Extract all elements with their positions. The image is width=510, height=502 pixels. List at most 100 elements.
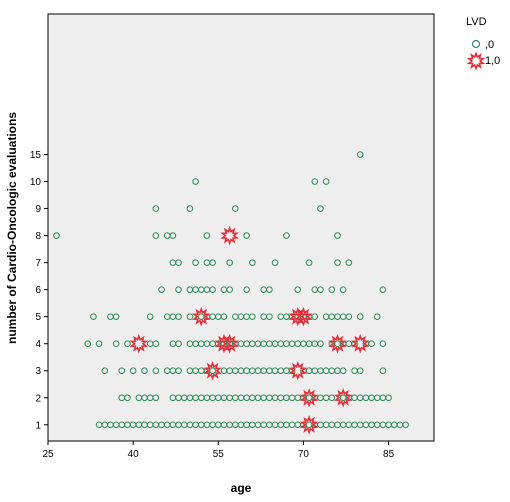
data-point-circle [334, 232, 341, 239]
y-tick-label: 8 [35, 231, 41, 242]
data-point-circle [305, 259, 313, 266]
legend: LVD ,0 1,0 [466, 16, 500, 71]
data-point-circle [186, 205, 194, 212]
data-point-circle [311, 313, 319, 320]
data-point-circle [84, 340, 92, 348]
data-point-circle [345, 259, 353, 266]
x-tick-label: 55 [213, 449, 225, 460]
data-point-circle [266, 313, 273, 320]
data-point-star [191, 306, 211, 327]
data-point-circle [192, 259, 199, 266]
legend-marker-circle-icon [471, 39, 481, 49]
data-point-circle [124, 394, 131, 402]
data-point-circle [175, 367, 182, 375]
data-point-circle [209, 367, 216, 375]
data-point-circle [266, 286, 273, 293]
data-point-circle [339, 367, 347, 375]
series-0 [53, 151, 409, 429]
data-point-circle [226, 259, 233, 266]
x-axis-title: age [231, 481, 252, 495]
data-point-circle [192, 178, 199, 185]
data-point-circle [129, 367, 137, 375]
y-tick-label: 6 [35, 285, 41, 296]
data-point-circle [226, 286, 233, 293]
data-point-circle [152, 340, 160, 348]
data-point-circle [249, 259, 256, 266]
data-point-circle [373, 313, 381, 320]
data-point-circle [152, 232, 160, 239]
data-point-circle [175, 286, 182, 293]
data-point-circle [209, 259, 216, 266]
data-point-circle [379, 340, 387, 348]
data-point-circle [152, 394, 160, 402]
data-point-circle [186, 313, 194, 320]
x-axis: 25 40 55 70 85 [42, 441, 395, 460]
data-point-circle [203, 232, 211, 239]
legend-title: LVD [466, 16, 487, 28]
y-tick-label: 2 [35, 393, 41, 404]
legend-label-1: 1,0 [485, 55, 500, 67]
data-point-circle [146, 313, 154, 320]
data-point-circle [243, 286, 250, 293]
y-tick-label: 4 [35, 339, 41, 350]
data-point-circle [158, 286, 165, 293]
data-point-circle [175, 313, 182, 320]
data-point-circle [53, 232, 60, 239]
data-point-star [288, 360, 308, 381]
data-point-circle [317, 205, 324, 212]
x-tick-label: 85 [383, 449, 395, 460]
legend-label-0: ,0 [485, 39, 494, 51]
data-point-circle [271, 259, 279, 266]
plot-area [47, 13, 435, 442]
data-point-star [220, 225, 239, 246]
data-point-circle [379, 367, 387, 375]
y-tick-label: 5 [35, 312, 41, 323]
data-point-star [294, 306, 313, 327]
data-point-circle [317, 286, 324, 293]
data-point-star [220, 333, 239, 354]
data-point-circle [169, 232, 177, 239]
data-point-circle [101, 367, 109, 375]
data-point-circle [152, 367, 160, 375]
data-point-circle [152, 205, 160, 212]
data-point-circle [112, 340, 120, 348]
y-tick-label: 7 [35, 258, 41, 269]
data-point-circle [368, 340, 375, 348]
data-point-circle [294, 286, 302, 293]
data-point-circle [232, 205, 239, 212]
y-tick-label: 3 [35, 366, 41, 377]
series-1 [129, 225, 370, 435]
data-point-circle [356, 367, 364, 375]
data-point-circle [345, 313, 353, 320]
data-point-circle [402, 421, 409, 429]
legend-star-shape [466, 51, 486, 71]
data-point-circle [118, 367, 126, 375]
data-point-circle [328, 394, 336, 402]
data-point-circle [379, 286, 387, 293]
data-point-circle [339, 286, 347, 293]
legend-marker-star-icon [466, 51, 486, 71]
data-point-circle [90, 313, 97, 320]
y-axis: 1 2 3 4 5 6 7 8 9 10 15 [30, 150, 48, 431]
data-points [53, 151, 409, 435]
data-point-circle [385, 394, 392, 402]
data-point-circle [356, 151, 364, 158]
data-point-circle [322, 178, 330, 185]
data-point-circle [124, 340, 131, 348]
data-point-circle [209, 286, 216, 293]
data-point-circle [141, 367, 148, 375]
y-tick-label: 10 [30, 177, 42, 188]
data-point-circle [356, 313, 364, 320]
data-point-circle [311, 178, 319, 185]
x-tick-label: 70 [298, 449, 310, 460]
data-point-star [350, 333, 370, 354]
data-point-circle [175, 259, 182, 266]
y-tick-label: 1 [35, 420, 41, 431]
data-point-star [129, 333, 149, 354]
data-point-circle [220, 313, 228, 320]
data-point-circle [175, 340, 182, 348]
data-point-circle [317, 340, 324, 348]
data-point-circle [328, 286, 336, 293]
data-point-star [299, 414, 319, 435]
